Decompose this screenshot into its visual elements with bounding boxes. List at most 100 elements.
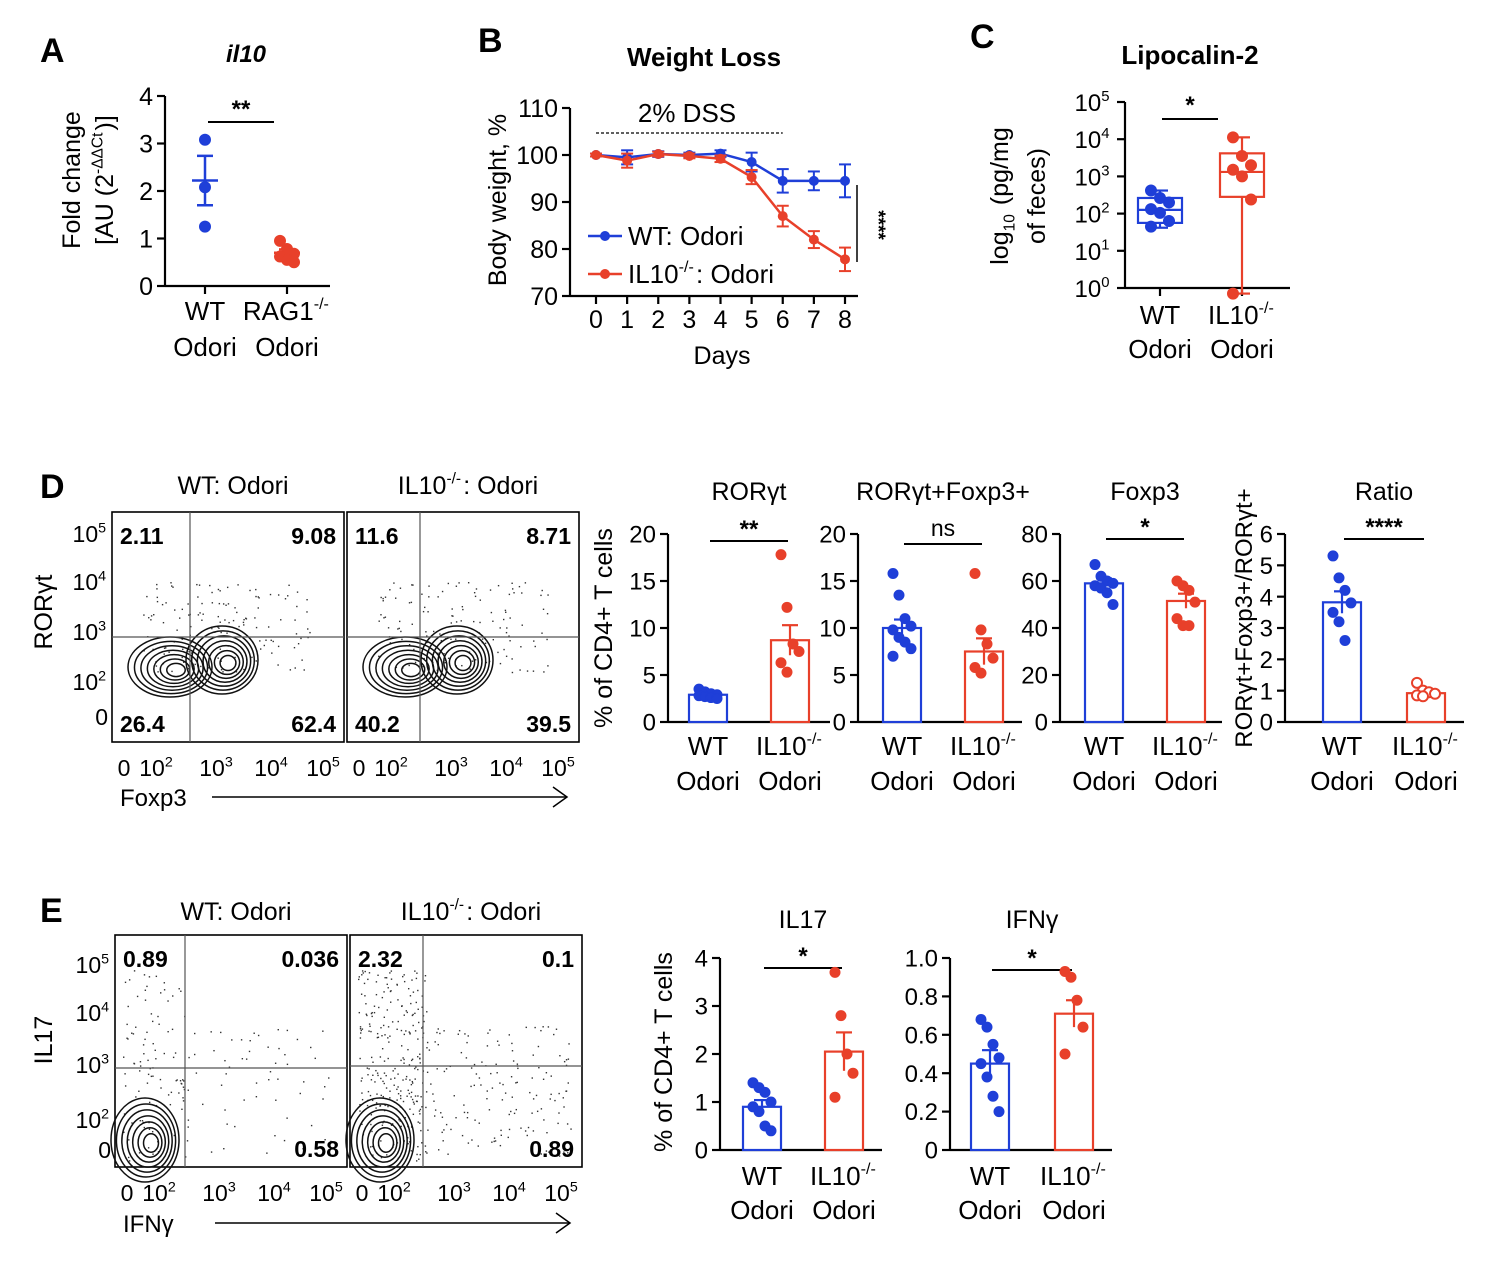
e-flow-event-dot: [565, 1090, 567, 1092]
e-flow-event-dot: [554, 1099, 556, 1102]
d-flow-event-dot: [297, 643, 300, 645]
e-flow-event-dot: [470, 1085, 472, 1088]
e-flow-event-dot: [376, 1036, 379, 1039]
d-flow-contour-ring: [153, 653, 195, 685]
e-flow-event-dot: [387, 1037, 389, 1039]
d-flow-event-dot: [243, 668, 245, 671]
e-il17-y-axis-ticklabel: 4: [695, 946, 708, 973]
e-flow-event-dot: [277, 1078, 279, 1080]
d-flow-event-dot: [165, 647, 167, 649]
e-flow-event-dot: [411, 1082, 414, 1084]
e-flow-event-dot: [372, 1154, 374, 1156]
d-flow-title-2-part: IL10: [398, 472, 447, 500]
e-flow-event-dot: [299, 1092, 301, 1095]
e-flow-event-dot: [124, 981, 127, 984]
e-flow-event-dot: [436, 1068, 438, 1070]
e-flow-event-dot: [424, 980, 426, 982]
d-flow-event-dot: [508, 635, 510, 637]
d-flow-event-dot: [521, 592, 523, 594]
c-sig-label: *: [1185, 92, 1195, 119]
a-ylabel-line1: Fold change: [58, 111, 86, 249]
e-flow-x-ticklabel: 102: [142, 1179, 177, 1206]
e-flow-event-dot: [390, 970, 393, 972]
e-flow-event-dot: [146, 1082, 149, 1084]
d-flow-event-dot: [384, 596, 387, 598]
e-flow-event-dot: [158, 1023, 160, 1025]
d-flow-event-dot: [534, 645, 536, 648]
e-flow-x-ticklabel-part: 0: [356, 1180, 369, 1206]
e-flow-event-dot: [421, 995, 424, 997]
d-flow-x-ticklabel-part: 0: [118, 755, 131, 781]
a-y-axis-ticklabel: 4: [139, 83, 153, 111]
e-flow-event-dot: [386, 1009, 389, 1011]
e-flow-event-dot: [414, 1067, 416, 1070]
e-flow-event-dot: [172, 995, 174, 997]
e-flow-event-dot: [525, 1026, 527, 1029]
e-flow-event-dot: [419, 1113, 421, 1115]
b-legend-label: WT: Odori: [628, 221, 744, 251]
e-ifng-data-point: [975, 1013, 987, 1025]
e-flow-event-dot: [186, 1140, 189, 1142]
e-flow-event-dot: [361, 1123, 363, 1126]
e-flow-event-dot: [418, 1021, 420, 1024]
d-flow-event-dot: [479, 599, 482, 601]
e-flow-event-dot: [359, 1037, 362, 1039]
e-flow-event-dot: [494, 1140, 497, 1142]
e-flow-event-dot: [464, 1033, 466, 1035]
e-flow-event-dot: [443, 1070, 446, 1073]
d-doublepos-y-axis-ticklabel: 5: [833, 663, 846, 690]
panel-letter-e: E: [40, 892, 63, 930]
d-flow-event-dot: [259, 648, 262, 650]
e-flow-event-dot: [396, 1028, 398, 1031]
e-flow-y-ticklabel-part: 10: [76, 1000, 102, 1026]
d-flow-x-ticklabel-part: 10: [139, 755, 165, 781]
e-flow-x-ticklabel-part: 10: [257, 1180, 283, 1206]
e-flow-quadrant-ul: 2.32: [358, 946, 403, 972]
d-flow-y-ticklabel: 105: [73, 520, 108, 547]
d-flow-event-dot: [224, 619, 226, 621]
e-flow-event-dot: [498, 1044, 500, 1046]
e-flow-event-dot: [508, 1113, 510, 1116]
e-flow-x-ticklabel: 0: [356, 1180, 369, 1206]
d-doublepos-y-axis-ticklabel: 15: [819, 569, 846, 596]
e-flow-event-dot: [410, 1059, 413, 1062]
e-flow-event-dot: [220, 1084, 223, 1086]
d-flow-x-ticklabel-part: [468, 755, 470, 781]
e-flow-event-dot: [152, 1153, 154, 1155]
e-flow-event-dot: [466, 1041, 468, 1044]
d-flow-y-ticklabel-part: [106, 669, 108, 695]
e-flow-quadrant-ul: 0.89: [123, 946, 168, 972]
a-y-axis-ticklabel: 2: [139, 178, 153, 206]
e-flow-event-dot: [384, 977, 386, 979]
b-y-axis-ticklabel: 100: [516, 142, 558, 170]
e-flow-event-dot: [195, 1072, 198, 1074]
d-flow-x-ticklabel-part: [233, 755, 235, 781]
d-flow-event-dot: [257, 607, 259, 609]
c-data-point: [1236, 170, 1248, 183]
d-flow-title-2-part: -/-: [446, 471, 461, 488]
d-doublepos-data-point: [887, 650, 899, 662]
c-y-ticklabel-part: 10: [1075, 90, 1102, 117]
e-flow-event-dot: [441, 1116, 444, 1118]
e-flow-event-dot: [371, 1015, 373, 1018]
e-il17-group-label-part: -/-: [861, 1160, 876, 1178]
e-flow-event-dot: [500, 1129, 502, 1132]
e-flow-event-dot: [403, 1033, 406, 1036]
c-y-ticklabel: 103: [1075, 163, 1112, 191]
e-flow-event-dot: [390, 1078, 392, 1080]
d-flow-x-ticklabel-part: [575, 755, 577, 781]
e-flow-title-2-part: : Odori: [466, 898, 541, 926]
e-flow-event-dot: [132, 1033, 135, 1035]
d-flow-contour-ring: [448, 649, 476, 676]
d-flow-event-dot: [474, 595, 477, 598]
d-ratio-data-point: [1333, 572, 1345, 584]
d-doublepos-y-axis-ticklabel: 20: [819, 522, 846, 549]
d-ratio-y-axis-ticklabel: 5: [1260, 553, 1273, 580]
e-flow-x-ticklabel-part: 5: [570, 1179, 578, 1195]
e-flow-event-dot: [155, 975, 158, 978]
e-flow-event-dot: [458, 1029, 461, 1032]
d-flow-event-dot: [156, 583, 158, 586]
d-flow-event-dot: [170, 582, 172, 584]
d-doublepos-group-sublabel: Odori: [870, 766, 934, 796]
